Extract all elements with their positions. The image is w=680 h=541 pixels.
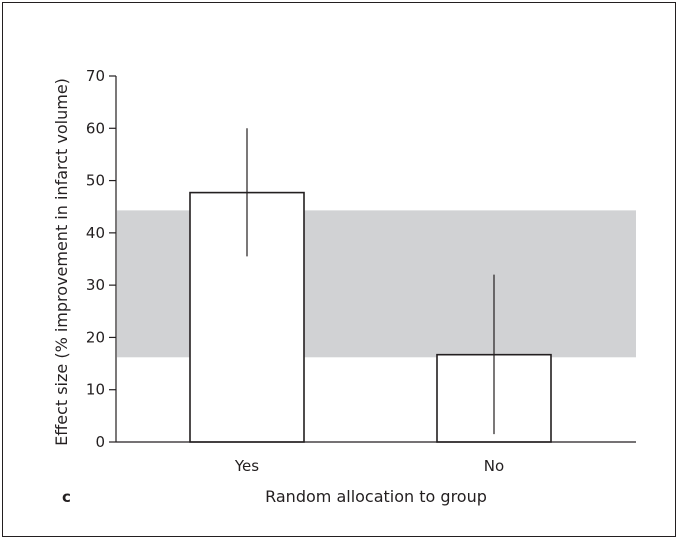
y-tick-label: 20 <box>86 328 105 346</box>
y-tick-label: 40 <box>86 224 105 242</box>
y-tick-label: 50 <box>86 172 105 190</box>
y-tick-label: 70 <box>86 67 105 85</box>
y-tick-label: 0 <box>95 433 105 451</box>
y-tick-label: 10 <box>86 381 105 399</box>
x-axis-title: Random allocation to group <box>265 487 487 506</box>
panel-label: c <box>62 488 71 506</box>
y-axis-title: Effect size (% improvement in infarct vo… <box>52 78 71 446</box>
y-tick-label: 30 <box>86 276 105 294</box>
x-tick-label-no: No <box>484 457 504 475</box>
x-tick-label-yes: Yes <box>234 457 259 475</box>
y-tick-label: 60 <box>86 119 105 137</box>
